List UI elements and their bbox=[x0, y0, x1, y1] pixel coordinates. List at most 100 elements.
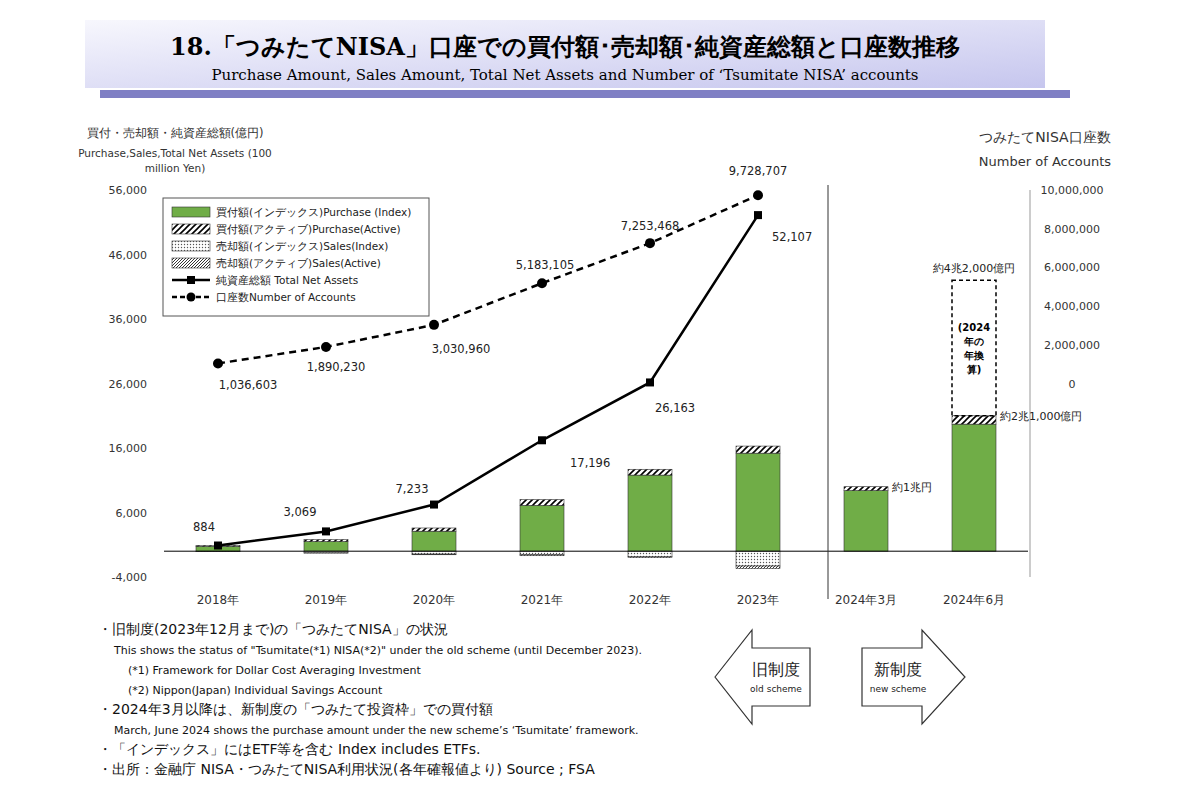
note: ・「インデックス」にはETF等を含む Index includes ETFs. bbox=[98, 741, 481, 757]
marker bbox=[213, 358, 223, 368]
marker bbox=[754, 211, 762, 219]
bar bbox=[304, 552, 348, 553]
bar bbox=[520, 500, 564, 506]
y2-tick-label: 4,000,000 bbox=[1044, 300, 1100, 313]
data-label: 3,069 bbox=[284, 505, 317, 519]
bar bbox=[844, 491, 888, 552]
legend-marker bbox=[187, 276, 195, 284]
data-label: 3,030,960 bbox=[432, 342, 491, 356]
y-tick-label: 46,000 bbox=[109, 249, 148, 262]
data-label: 5,183,105 bbox=[516, 258, 575, 272]
legend-label: 売却額(インデックス)Sales(Index) bbox=[216, 240, 388, 252]
data-label: 9,728,707 bbox=[729, 164, 788, 178]
note: ・2024年3月以降は、新制度の「つみたて投資枠」での買付額 bbox=[98, 701, 493, 717]
scheme-sublabel: old scheme bbox=[750, 684, 802, 694]
x-tick-label: 2024年3月 bbox=[835, 593, 897, 607]
legend-swatch bbox=[172, 207, 210, 217]
marker bbox=[753, 190, 763, 200]
header-bar bbox=[100, 90, 1070, 98]
marker bbox=[537, 278, 547, 288]
header-band bbox=[85, 20, 1045, 88]
zero-line bbox=[164, 551, 1028, 552]
annotation: 約2兆1,000億円 bbox=[1000, 410, 1083, 423]
annualized-label-line: 年換 bbox=[963, 350, 985, 361]
legend-box bbox=[163, 198, 429, 316]
y2-tick-label: 8,000,000 bbox=[1044, 223, 1100, 236]
marker bbox=[322, 527, 330, 535]
bar bbox=[304, 540, 348, 542]
bar bbox=[520, 551, 564, 555]
x-tick-label: 2023年 bbox=[737, 593, 780, 607]
bar bbox=[520, 505, 564, 551]
note-sub: (*2) Nippon(Japan) Individual Savings Ac… bbox=[128, 684, 383, 697]
marker bbox=[646, 378, 654, 386]
note-sub: This shows the status of "Tsumitate(*1) … bbox=[113, 644, 642, 657]
y-tick-label: -4,000 bbox=[112, 571, 147, 584]
bar bbox=[628, 556, 672, 557]
y2-tick-label: 2,000,000 bbox=[1044, 339, 1100, 352]
bar bbox=[412, 531, 456, 551]
title: 18.「つみたてNISA」口座での買付額･売却額･純資産総額と口座数推移 bbox=[170, 32, 960, 61]
note-sub: (*1) Framework for Dollar Cost Averaging… bbox=[128, 664, 422, 677]
y-tick-label: 16,000 bbox=[109, 442, 148, 455]
scheme-divider bbox=[828, 185, 829, 599]
data-label: 1,036,603 bbox=[219, 378, 278, 392]
x-tick-label: 2018年 bbox=[197, 593, 240, 607]
y-axis-title: million Yen) bbox=[145, 162, 206, 174]
y-tick-label: 6,000 bbox=[116, 507, 148, 520]
bar bbox=[736, 446, 780, 453]
bar bbox=[952, 416, 996, 424]
annualized-label: (2024年の年換算) bbox=[958, 322, 990, 375]
data-label: 1,890,230 bbox=[307, 360, 366, 374]
bar bbox=[304, 542, 348, 552]
marker bbox=[645, 238, 655, 248]
marker bbox=[429, 320, 439, 330]
bar bbox=[736, 453, 780, 551]
bar bbox=[736, 566, 780, 569]
scheme-arrow: 新制度 new scheme bbox=[862, 630, 965, 724]
scheme-arrow: 旧制度 old scheme bbox=[715, 630, 810, 724]
legend-marker bbox=[187, 293, 196, 302]
note-sub: March, June 2024 shows the purchase amou… bbox=[114, 724, 639, 737]
bar bbox=[412, 528, 456, 531]
marker bbox=[321, 342, 331, 352]
arrow-shape bbox=[862, 630, 965, 724]
annotation: 約4兆2,000億円 bbox=[933, 262, 1016, 275]
bar bbox=[628, 551, 672, 556]
y2-axis-title: つみたてNISA口座数 bbox=[979, 129, 1110, 145]
x-tick-label: 2019年 bbox=[305, 593, 348, 607]
bar bbox=[628, 475, 672, 551]
scheme-sublabel: new scheme bbox=[870, 684, 927, 694]
plot-marks bbox=[164, 190, 1028, 568]
annualized-box bbox=[952, 280, 996, 415]
chart: 18.「つみたてNISA」口座での買付額･売却額･純資産総額と口座数推移 Purc… bbox=[0, 0, 1200, 800]
scheme-label: 新制度 bbox=[874, 660, 922, 679]
note: ・旧制度(2023年12月まで)の「つみたてNISA」の状況 bbox=[98, 621, 448, 637]
bar bbox=[736, 551, 780, 566]
y2-tick-label: 6,000,000 bbox=[1044, 261, 1100, 274]
data-label: 17,196 bbox=[570, 456, 610, 470]
annualized-label-line: 年の bbox=[963, 336, 984, 347]
data-label: 52,107 bbox=[772, 230, 812, 244]
x-tick-label: 2024年6月 bbox=[943, 593, 1005, 607]
legend-label: 買付額(インデックス)Purchase (Index) bbox=[216, 206, 411, 218]
marker bbox=[214, 541, 222, 549]
data-label: 7,253,468 bbox=[621, 219, 680, 233]
y-tick-label: 36,000 bbox=[109, 313, 148, 326]
scheme-label: 旧制度 bbox=[752, 660, 800, 679]
bar bbox=[412, 554, 456, 556]
data-label: 884 bbox=[193, 520, 215, 534]
x-tick-label: 2021年 bbox=[521, 593, 564, 607]
marker bbox=[538, 436, 546, 444]
legend-swatch bbox=[172, 224, 210, 234]
bar bbox=[844, 487, 888, 491]
legend-label: 買付額(アクティブ)Purchase(Active) bbox=[216, 223, 401, 235]
annualized-label-line: (2024 bbox=[958, 322, 990, 333]
data-label: 26,163 bbox=[655, 401, 695, 415]
legend-label: 売却額(アクティブ)Sales(Active) bbox=[216, 257, 381, 269]
x-tick-label: 2022年 bbox=[629, 593, 672, 607]
legend-label: 口座数Number of Accounts bbox=[216, 291, 356, 303]
legend-swatch bbox=[172, 258, 210, 268]
y-axis-title: Purchase,Sales,Total Net Assets (100 bbox=[78, 147, 272, 159]
subtitle: Purchase Amount, Sales Amount, Total Net… bbox=[211, 66, 918, 84]
